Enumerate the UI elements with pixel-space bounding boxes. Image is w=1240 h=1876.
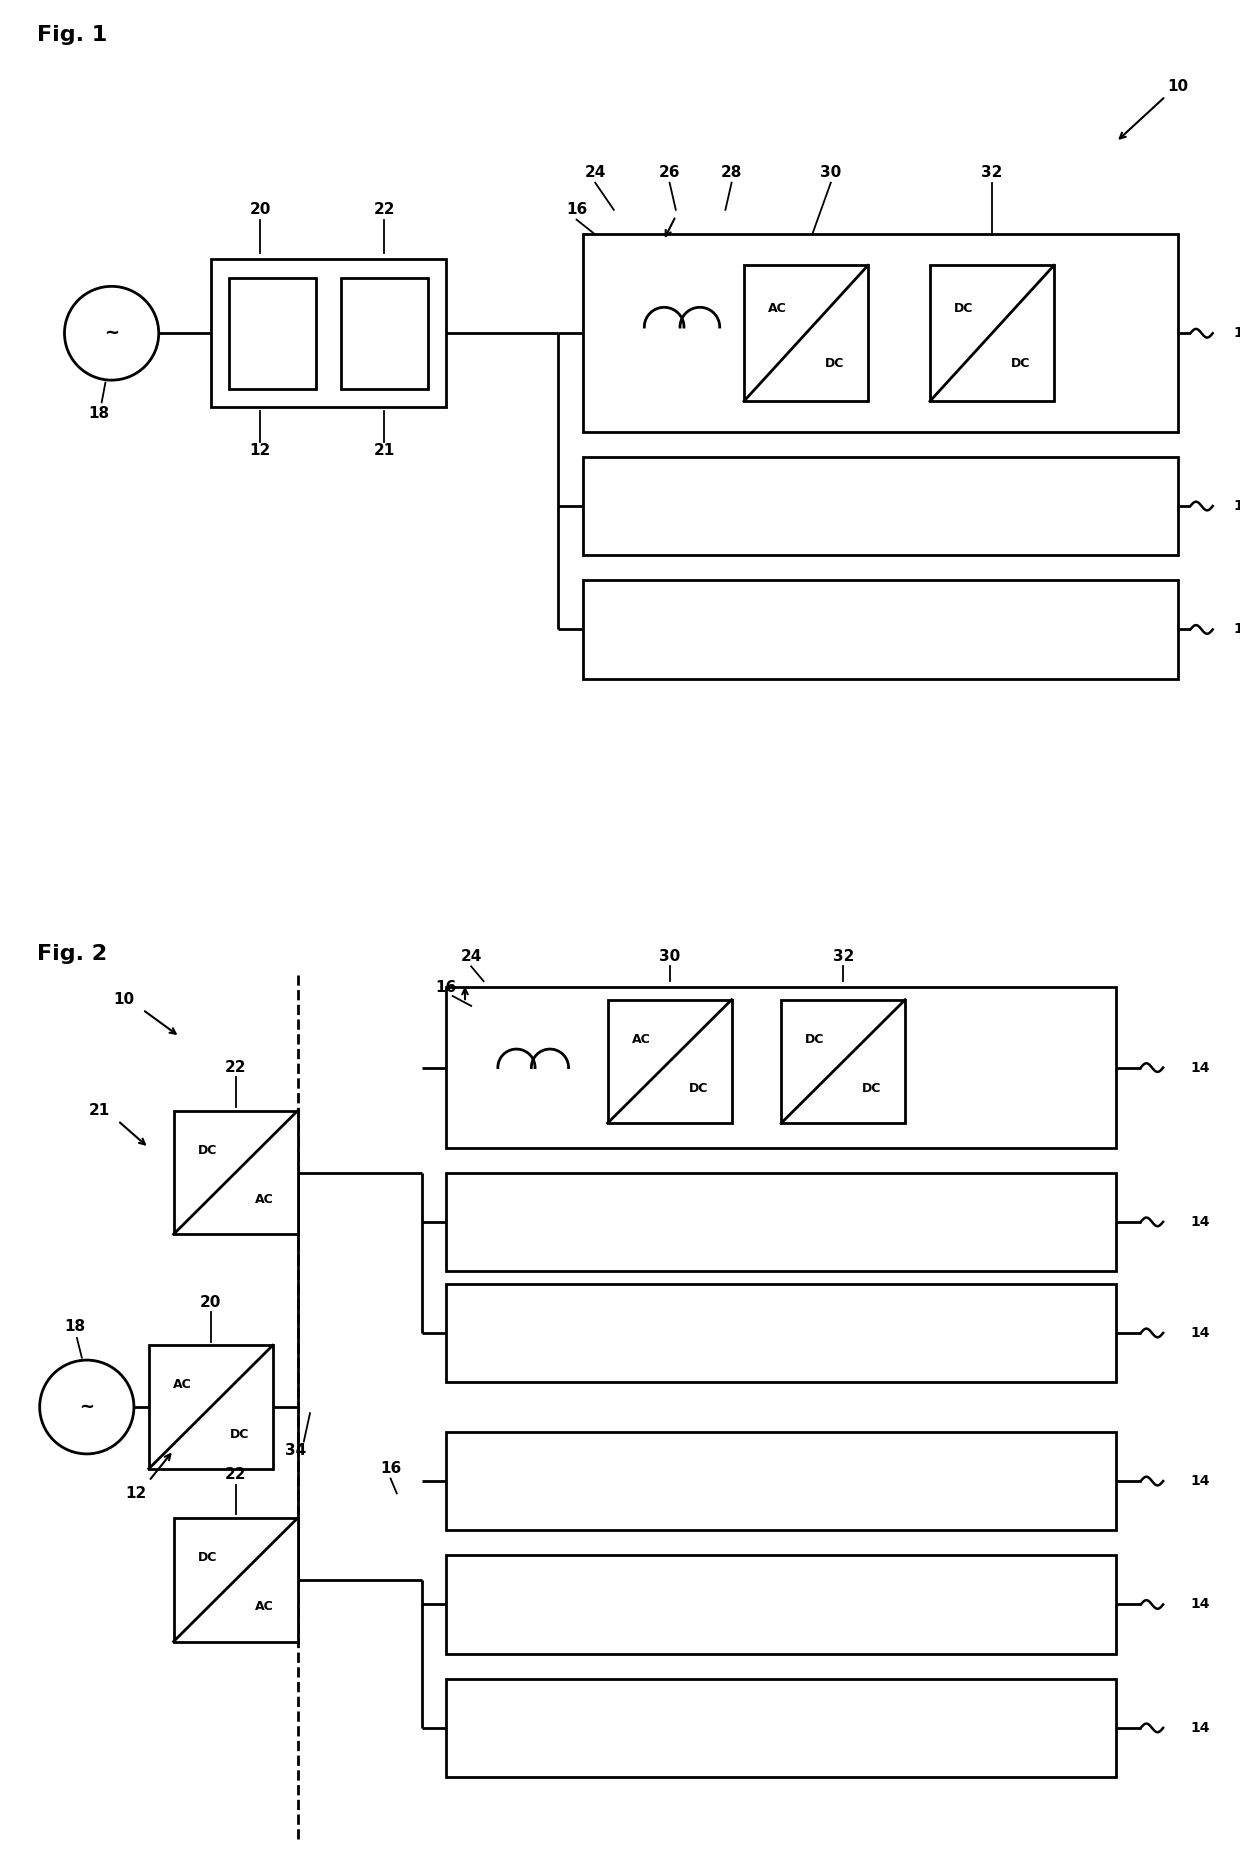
Text: 20: 20 [249,203,272,218]
Text: 16: 16 [565,203,588,218]
Text: 14: 14 [1190,1326,1210,1339]
Text: 30: 30 [820,165,842,180]
Text: 10: 10 [113,992,135,1007]
Text: 34: 34 [285,1443,306,1458]
Text: 24: 24 [460,949,482,964]
Text: 16: 16 [435,979,458,994]
Text: DC: DC [1011,356,1030,370]
Text: DC: DC [197,1551,217,1565]
Bar [446,987,1116,1148]
Text: 12: 12 [125,1486,148,1501]
Text: DC: DC [229,1428,249,1441]
Bar [229,278,316,388]
Text: DC: DC [197,1144,217,1157]
Bar [744,265,868,401]
Text: DC: DC [825,356,844,370]
Text: 14: 14 [1234,326,1240,340]
Text: 18: 18 [63,1319,86,1334]
Bar [446,1283,1116,1383]
Text: 18: 18 [88,405,110,420]
Text: Fig. 2: Fig. 2 [37,944,108,964]
Text: 10: 10 [1167,79,1189,94]
Bar [446,1172,1116,1272]
Text: 32: 32 [832,949,854,964]
Bar [583,456,1178,555]
Text: DC: DC [688,1082,708,1096]
Text: 14: 14 [1234,499,1240,512]
Text: AC: AC [254,1600,274,1613]
Bar [341,278,428,388]
Text: 12: 12 [249,443,272,458]
Text: Fig. 1: Fig. 1 [37,24,108,45]
Text: DC: DC [805,1032,825,1045]
Text: 14: 14 [1190,1720,1210,1735]
Text: 21: 21 [373,443,396,458]
Bar [930,265,1054,401]
Text: AC: AC [631,1032,651,1045]
Bar [446,1431,1116,1531]
Text: AC: AC [768,302,787,315]
Text: 30: 30 [658,949,681,964]
Text: 24: 24 [584,165,606,180]
Text: DC: DC [862,1082,882,1096]
Text: 14: 14 [1190,1598,1210,1611]
Text: 16: 16 [379,1461,402,1476]
Text: 20: 20 [200,1294,222,1309]
Text: 14: 14 [1190,1475,1210,1488]
Text: 14: 14 [1234,623,1240,636]
Text: AC: AC [172,1379,192,1392]
Text: 22: 22 [224,1060,247,1075]
Text: 26: 26 [658,165,681,180]
Bar [174,1518,298,1642]
Text: DC: DC [954,302,973,315]
Text: ~: ~ [79,1398,94,1416]
Text: 28: 28 [720,165,743,180]
Text: 32: 32 [981,165,1003,180]
Text: 14: 14 [1190,1216,1210,1229]
Text: AC: AC [254,1193,274,1206]
Text: 22: 22 [224,1467,247,1482]
Bar [608,1000,732,1124]
Text: ~: ~ [104,325,119,341]
Bar [583,580,1178,679]
Text: 21: 21 [88,1103,110,1118]
Bar [211,259,446,407]
Bar [781,1000,905,1124]
Bar [149,1345,273,1469]
Bar [174,1111,298,1234]
Text: 14: 14 [1190,1060,1210,1075]
Bar [446,1679,1116,1777]
Text: 22: 22 [373,203,396,218]
Bar [446,1555,1116,1655]
Bar [583,234,1178,431]
